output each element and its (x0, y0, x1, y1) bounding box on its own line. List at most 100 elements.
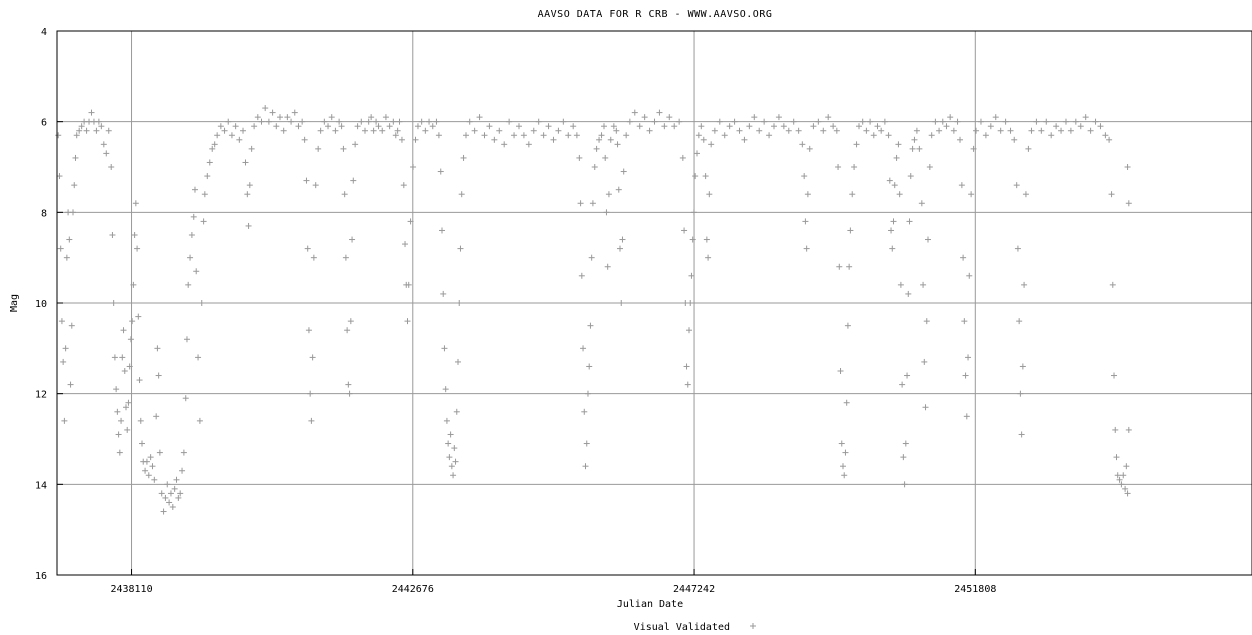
data-point (950, 127, 957, 134)
data-point (183, 336, 190, 343)
data-point (651, 118, 658, 125)
data-point (801, 173, 808, 180)
data-point (72, 154, 79, 161)
data-point (291, 109, 298, 116)
data-point (103, 150, 110, 157)
data-point (1067, 127, 1074, 134)
data-point (187, 254, 194, 261)
data-point (751, 114, 758, 121)
data-point (913, 127, 920, 134)
data-point (593, 145, 600, 152)
data-point (58, 318, 65, 325)
data-point (1062, 118, 1069, 125)
data-point (1014, 245, 1021, 252)
data-point (129, 318, 136, 325)
data-point (966, 272, 973, 279)
data-point (863, 127, 870, 134)
data-point (636, 123, 643, 130)
data-point (555, 127, 562, 134)
data-point (780, 123, 787, 130)
data-point (923, 318, 930, 325)
data-point (676, 118, 683, 125)
data-point (721, 132, 728, 139)
data-point (899, 381, 906, 388)
data-point (963, 413, 970, 420)
data-point (1111, 372, 1118, 379)
data-point (173, 476, 180, 483)
data-point (844, 322, 851, 329)
data-point (354, 123, 361, 130)
data-point (414, 123, 421, 130)
data-point (960, 254, 967, 261)
data-point (939, 118, 946, 125)
data-point (596, 136, 603, 143)
data-point (535, 118, 542, 125)
data-point (615, 186, 622, 193)
data-point (656, 109, 663, 116)
data-point (1123, 463, 1130, 470)
data-point (55, 132, 62, 139)
data-point (973, 127, 980, 134)
data-point (115, 431, 122, 438)
data-point (167, 490, 174, 497)
data-point (692, 173, 699, 180)
data-point (299, 118, 306, 125)
data-point (447, 431, 454, 438)
data-point (1087, 127, 1094, 134)
y-tick-label: 4 (41, 27, 47, 38)
data-point (928, 132, 935, 139)
x-tick-label: 2447242 (673, 584, 715, 595)
data-point (398, 136, 405, 143)
data-point (690, 209, 697, 216)
data-point (151, 476, 158, 483)
data-point (614, 141, 621, 148)
data-point (618, 300, 625, 306)
data-point (361, 127, 368, 134)
data-point (435, 132, 442, 139)
data-point (171, 485, 178, 492)
data-point (867, 118, 874, 125)
data-point (410, 164, 417, 170)
data-point (570, 123, 577, 130)
y-tick-label: 16 (35, 571, 47, 582)
data-point (506, 118, 513, 125)
data-point (122, 404, 129, 411)
data-point (136, 377, 143, 384)
data-point (217, 123, 224, 130)
data-point (1038, 127, 1045, 134)
data-point (1092, 118, 1099, 125)
data-point (716, 118, 723, 125)
data-point (683, 363, 690, 370)
data-point (620, 168, 627, 175)
data-point (496, 127, 503, 134)
data-point (246, 182, 253, 189)
data-point (240, 127, 247, 134)
data-point (847, 227, 854, 234)
data-point (118, 417, 125, 424)
data-point (119, 354, 126, 361)
data-point (1013, 182, 1020, 189)
data-point (886, 177, 893, 184)
data-point (613, 127, 620, 134)
data-point (71, 182, 78, 189)
data-point (88, 109, 95, 116)
data-point (98, 123, 105, 130)
data-point (108, 164, 115, 170)
data-point (968, 191, 975, 198)
data-point (154, 345, 161, 352)
data-point (443, 417, 450, 424)
data-point (694, 150, 701, 157)
data-point (839, 463, 846, 470)
data-point (347, 318, 354, 325)
y-tick-label: 8 (41, 208, 47, 219)
data-point (95, 118, 102, 125)
data-point (179, 467, 186, 474)
data-point (344, 327, 351, 334)
data-point (851, 164, 858, 170)
data-point (1116, 476, 1123, 483)
data-point (350, 177, 357, 184)
data-point (317, 127, 324, 134)
data-point (954, 118, 961, 125)
data-point (588, 254, 595, 261)
